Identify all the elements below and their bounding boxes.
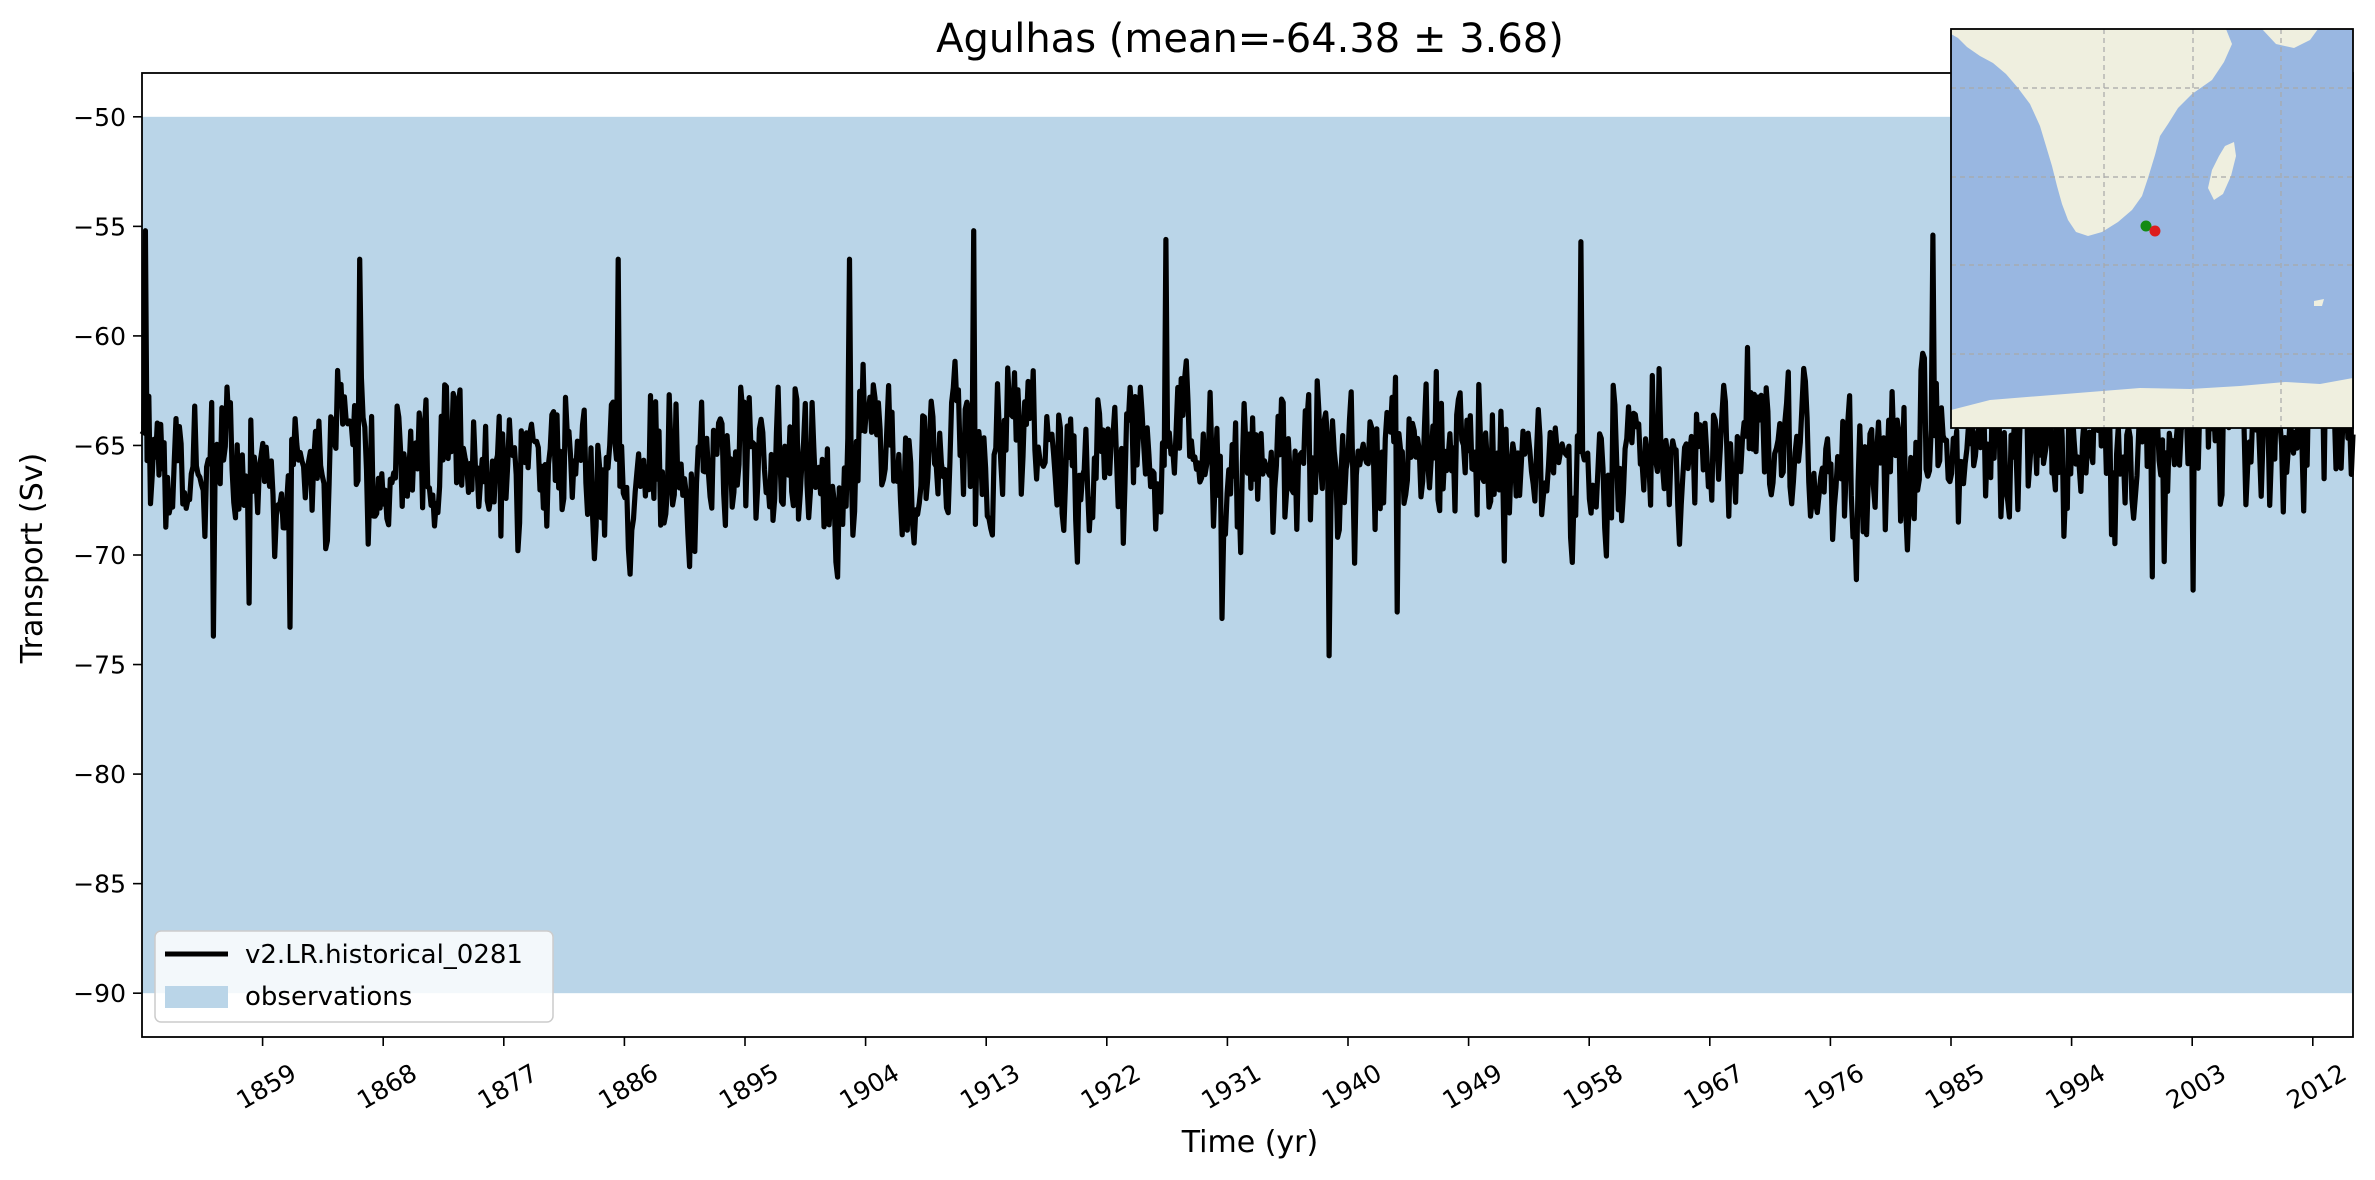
- x-tick-label: 1985: [1920, 1058, 1990, 1115]
- inset-map: [1950, 28, 2354, 429]
- x-tick-label: 2012: [2282, 1058, 2352, 1115]
- y-tick-label: −70: [73, 541, 126, 570]
- x-axis-label: Time (yr): [1181, 1125, 1318, 1160]
- x-tick-label: 1967: [1679, 1058, 1749, 1115]
- map-land-antarctica: [1951, 378, 2353, 428]
- map-land-madagascar: [2208, 142, 2236, 200]
- y-tick-label: −50: [73, 103, 126, 132]
- y-axis-ticks: −50 −55 −60 −65 −70 −75 −80 −85 −90: [73, 103, 142, 1008]
- x-tick-label: 1976: [1799, 1058, 1869, 1115]
- map-markers: [2140, 220, 2161, 237]
- y-tick-label: −75: [73, 651, 126, 680]
- y-tick-label: −90: [73, 979, 126, 1008]
- x-tick-label: 1913: [955, 1058, 1025, 1115]
- chart-title: Agulhas (mean=-64.38 ± 3.68): [936, 16, 1564, 62]
- series-layer: [139, 228, 2356, 659]
- y-tick-label: −80: [73, 760, 126, 789]
- x-tick-label: 1868: [352, 1058, 422, 1115]
- y-tick-label: −60: [73, 322, 126, 351]
- map-land-arabia: [2262, 29, 2318, 48]
- x-tick-label: 1949: [1438, 1058, 1508, 1115]
- map-land-africa: [1951, 29, 2232, 236]
- x-tick-label: 2003: [2161, 1058, 2231, 1115]
- start-point-marker: [2140, 220, 2152, 232]
- x-tick-label: 1922: [1076, 1058, 1146, 1115]
- x-tick-label: 1940: [1317, 1058, 1387, 1115]
- map-land-small-island: [2314, 299, 2324, 306]
- y-axis-label: Transport (Sv): [15, 453, 50, 665]
- map-gridlines: [1951, 29, 2353, 428]
- legend-series-label: v2.LR.historical_0281: [245, 940, 523, 970]
- y-tick-label: −55: [73, 212, 126, 241]
- series-line: [139, 228, 2356, 659]
- legend-observations-label: observations: [245, 982, 412, 1012]
- y-tick-label: −85: [73, 870, 126, 899]
- legend: v2.LR.historical_0281 observations: [154, 930, 554, 1023]
- inset-map-frame: [1950, 28, 2354, 429]
- x-tick-label: 1904: [835, 1058, 905, 1115]
- x-tick-label: 1859: [232, 1058, 302, 1115]
- y-tick-label: −65: [73, 431, 126, 460]
- x-tick-label: 1886: [593, 1058, 663, 1115]
- x-axis-ticks: 1859 1868 1877 1886 1895 1904 1913 1922 1931 1940…: [232, 1037, 2352, 1115]
- x-tick-label: 1994: [2041, 1058, 2111, 1115]
- legend-observations-swatch: [165, 986, 228, 1008]
- x-tick-label: 1958: [1558, 1058, 1628, 1115]
- x-tick-label: 1931: [1196, 1058, 1266, 1115]
- legend-box: [154, 930, 554, 1023]
- end-point-marker: [2149, 225, 2161, 237]
- x-tick-label: 1895: [714, 1058, 784, 1115]
- x-tick-label: 1877: [473, 1058, 543, 1115]
